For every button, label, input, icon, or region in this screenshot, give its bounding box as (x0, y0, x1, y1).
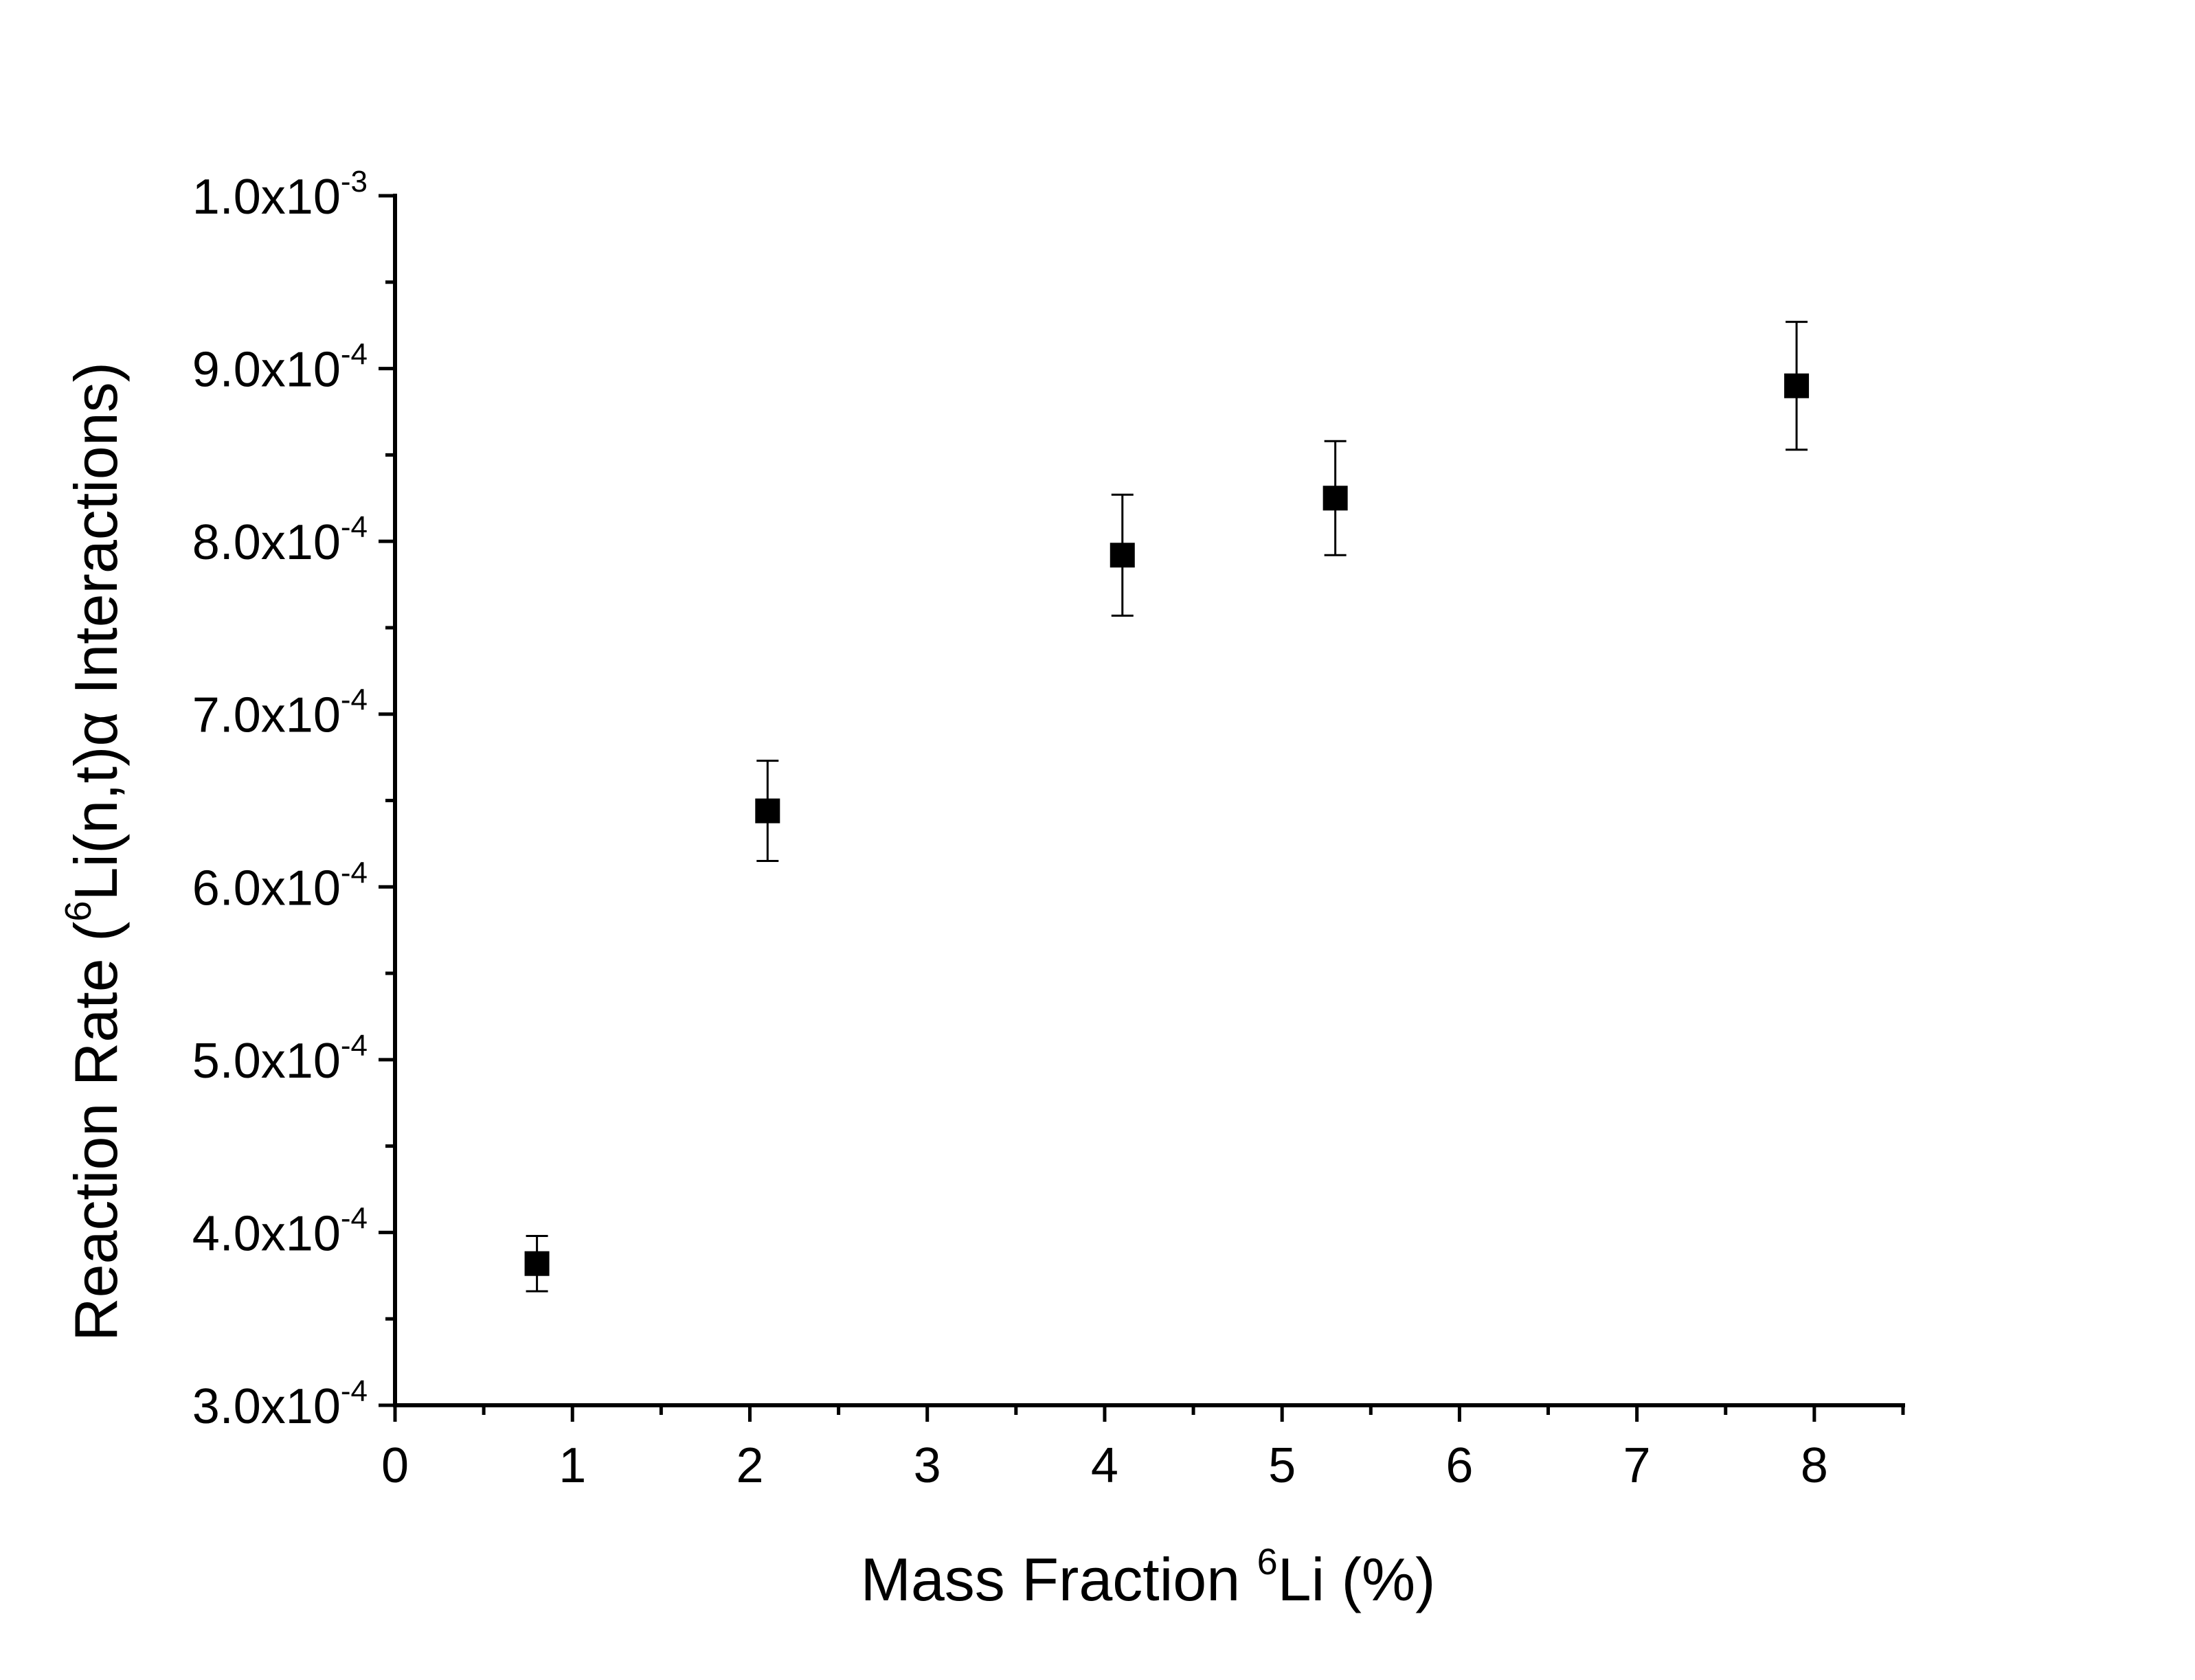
x-tick-label: 1 (559, 1438, 586, 1493)
y-tick-label: 5.0x10-4 (192, 1029, 368, 1089)
x-tick-label: 8 (1801, 1438, 1828, 1493)
x-tick-label: 5 (1268, 1438, 1296, 1493)
y-axis-title-sup: 6 (58, 901, 99, 922)
y-tick-label: 6.0x10-4 (192, 856, 368, 916)
y-tick-label: 8.0x10-4 (192, 510, 368, 570)
y-axis-title-suffix: Li(n,t)α Interactions) (62, 362, 130, 900)
x-axis-title: Mass Fraction 6Li (%) (861, 1541, 1436, 1613)
y-axis-title: Reaction Rate (6Li(n,t)α Interactions) (58, 362, 130, 1341)
data-point (1110, 543, 1135, 568)
x-tick-label: 3 (914, 1438, 941, 1493)
data-point (1784, 373, 1810, 398)
x-axis-title-suffix: Li (%) (1278, 1545, 1436, 1613)
tick-labels: 0 1 2 3 4 5 6 7 8 3.0x10-4 4.0x10-4 5.0x10-4 6.0x10-… (192, 165, 1828, 1493)
data-points (524, 373, 1810, 1276)
x-tick-label: 6 (1445, 1438, 1473, 1493)
y-tick-label: 3.0x10-4 (192, 1374, 368, 1434)
x-axis-title-prefix: Mass Fraction (861, 1545, 1257, 1613)
y-tick-label: 7.0x10-4 (192, 683, 368, 743)
x-tick-label: 0 (381, 1438, 409, 1493)
x-tick-label: 2 (736, 1438, 763, 1493)
y-tick-label: 9.0x10-4 (192, 338, 368, 398)
error-bars (526, 321, 1808, 1293)
x-tick-label: 4 (1091, 1438, 1118, 1493)
y-axis-title-prefix: Reaction Rate ( (62, 922, 130, 1341)
x-axis-title-sup: 6 (1257, 1541, 1278, 1582)
y-tick-label: 1.0x10-3 (192, 165, 368, 225)
data-point (1322, 486, 1348, 511)
ticks (379, 194, 1905, 1422)
data-point (524, 1251, 550, 1276)
x-tick-label: 7 (1623, 1438, 1651, 1493)
axes (393, 194, 1905, 1407)
y-tick-label: 4.0x10-4 (192, 1201, 368, 1261)
data-point (755, 798, 780, 824)
